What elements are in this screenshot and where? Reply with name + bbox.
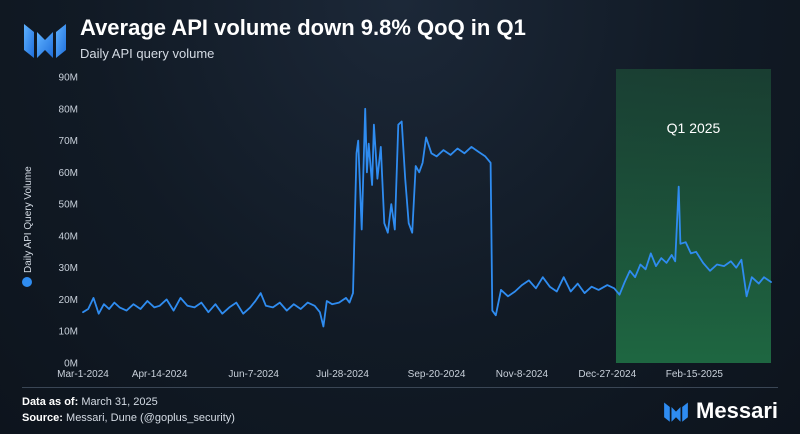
y-tick-label: 90M	[59, 73, 78, 84]
footer-divider	[22, 387, 778, 388]
x-tick-label: Jun-7-2024	[228, 369, 279, 380]
messari-brand-icon	[664, 402, 688, 422]
x-tick-label: Dec-27-2024	[578, 369, 636, 380]
y-tick-label: 50M	[59, 200, 78, 211]
q1-annotation-label: Q1 2025	[667, 120, 721, 136]
y-axis-legend: Daily API Query Volume	[22, 166, 34, 287]
line-chart: 0M 10M 20M 30M 40M 50M 60M 70M 80M 90M Mar-1-2024…	[22, 69, 772, 380]
data-as-of-label: Data as of:	[22, 396, 79, 408]
brand-footer: Messari	[662, 397, 778, 425]
y-tick-label: 60M	[59, 168, 78, 179]
x-tick-label: Mar-1-2024	[57, 369, 109, 380]
y-tick-label: 30M	[59, 263, 78, 274]
messari-logo-icon	[24, 24, 66, 58]
source-label: Source:	[22, 412, 63, 424]
chart-title: Average API volume down 9.8% QoQ in Q1	[80, 15, 526, 40]
x-tick-label: Apr-14-2024	[132, 369, 188, 380]
data-as-of-value: March 31, 2025	[81, 396, 158, 408]
source-line: Source: Messari, Dune (@goplus_security)	[22, 412, 235, 424]
y-tick-label: 20M	[59, 295, 78, 306]
y-tick-label: 0M	[64, 359, 78, 370]
y-axis-label: Daily API Query Volume	[23, 166, 34, 273]
source-value: Messari, Dune (@goplus_security)	[66, 412, 235, 424]
x-tick-label: Jul-28-2024	[316, 369, 369, 380]
chart-subtitle: Daily API query volume	[80, 46, 215, 61]
y-tick-label: 70M	[59, 136, 78, 147]
y-tick-label: 80M	[59, 104, 78, 115]
brand-name: Messari	[696, 398, 778, 423]
x-tick-label: Sep-20-2024	[408, 369, 466, 380]
series-line	[82, 107, 772, 328]
x-tick-label: Nov-8-2024	[496, 369, 549, 380]
y-tick-label: 10M	[59, 327, 78, 338]
data-as-of: Data as of: March 31, 2025	[22, 396, 158, 408]
q1-highlight-region	[615, 69, 771, 363]
y-tick-label: 40M	[59, 231, 78, 242]
legend-dot	[22, 277, 32, 287]
x-tick-label: Feb-15-2025	[666, 369, 724, 380]
